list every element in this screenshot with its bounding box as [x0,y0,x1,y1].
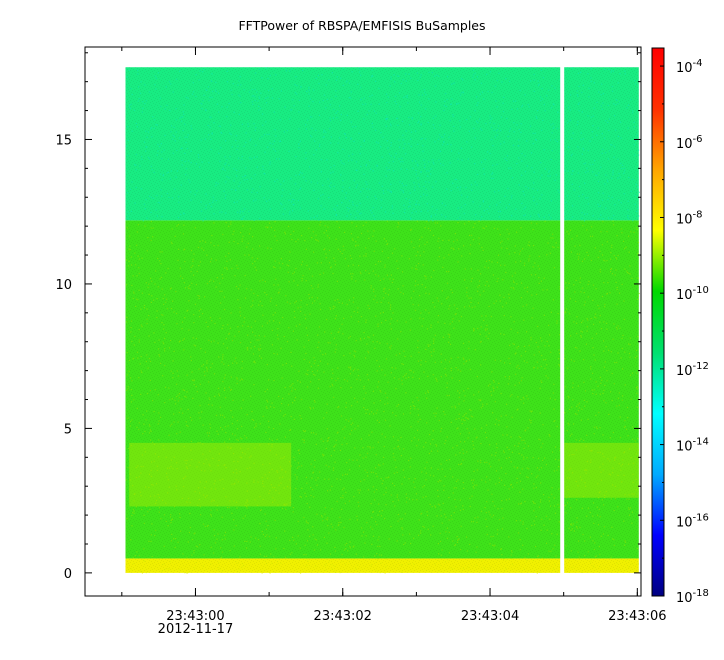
y-tick-label: 0 [64,567,72,582]
plot-frame [84,46,642,597]
band-texture-2 [125,67,639,221]
colorbar-tick-label: 10-10 [676,285,709,303]
chart-title: FFTPower of RBSPA/EMFISIS BuSamples [238,18,485,33]
colorbar-tick-label: 10-12 [676,361,709,379]
x-tick-label: 23:43:06 [608,609,666,624]
y-tick-label: 5 [64,422,72,437]
power-patch-1 [563,442,639,498]
colorbar-tick-label: 10-8 [676,209,703,227]
colorbar-gradient [652,48,664,596]
y-tick-label: 10 [55,278,72,293]
x-tick-label: 23:43:04 [461,609,519,624]
data-gap [560,66,565,574]
y-tick-label: 15 [55,133,72,148]
x-tick-label: 23:43:00 [166,609,224,624]
colorbar-tick-label: 10-16 [676,512,709,530]
colorbar-frame [651,47,665,597]
colorbar-tick-label: 10-4 [676,58,703,76]
x-tick-date-label: 2012-11-17 [158,622,234,637]
colorbar: 10-18 10-16 10-14 10-12 10-10 10-8 10-6 10-4 [651,47,709,606]
plot-area [85,47,641,596]
colorbar-tick-label: 10-6 [676,134,703,152]
band-texture-0 [125,558,639,573]
colorbar-tick-label: 10-14 [676,437,709,455]
power-patch-0 [129,442,292,507]
x-tick-label: 23:43:02 [314,609,372,624]
band-texture-1 [125,220,639,559]
colorbar-tick-label: 10-18 [676,588,709,606]
